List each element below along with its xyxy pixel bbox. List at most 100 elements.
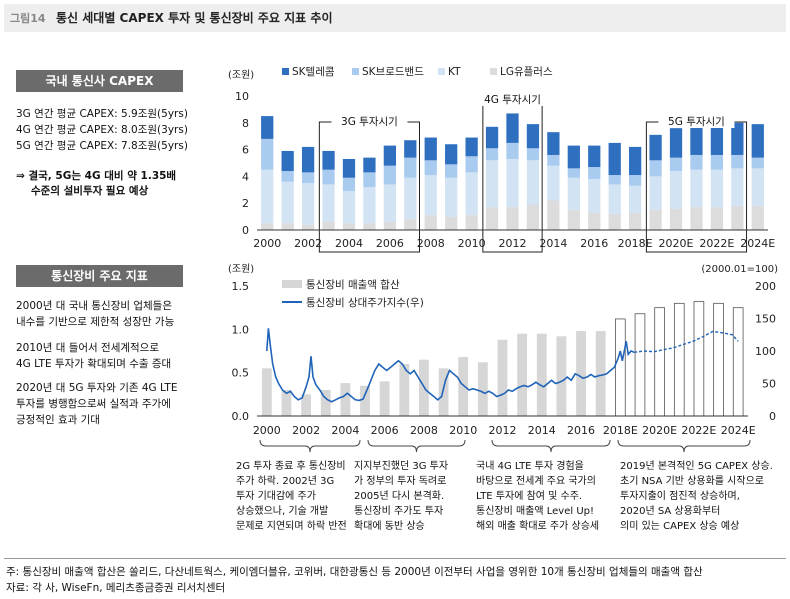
annotation-line: LTE 투자에 참여 및 수주. [476, 490, 582, 502]
legend-swatch [282, 68, 289, 75]
bar-segment [301, 146, 315, 173]
bar-segment [669, 171, 683, 209]
bar-segment [383, 184, 396, 222]
bar-segment [301, 183, 315, 225]
bar-segment [649, 134, 662, 161]
x-tick-label: 2016 [580, 237, 608, 250]
bar-segment [322, 150, 335, 170]
x-tick-label: 2006 [371, 424, 399, 437]
legend-entry-stock: 통신장비 상대주가지수(우) [306, 297, 424, 309]
bar-segment [669, 208, 683, 230]
bar-segment [506, 113, 519, 143]
revenue-bar [261, 368, 272, 416]
revenue-bar-forecast [673, 302, 685, 417]
y-tick-label: 4 [242, 170, 249, 183]
annotation-line: 초기 NSA 기반 상용화를 시작으로 [620, 475, 764, 487]
annotation-line: 주가 하락. 2002년 3G [236, 474, 334, 487]
bar-segment [342, 191, 356, 224]
x-tick-label: 2014 [539, 237, 567, 250]
bar-segment [731, 122, 744, 155]
bar-segment [485, 207, 499, 230]
equipment-revenue-stock-chart: 0.0 0.5 1.0 1.5 0 50 100 150 200 (조원) (2000.01=100… [228, 263, 778, 437]
bar-segment [363, 187, 376, 224]
y-right-tick-label: 50 [762, 378, 776, 391]
bar-segment [751, 205, 764, 230]
bar-segment [608, 184, 621, 214]
figure-title: 통신 세대별 CAPEX 투자 및 통신장비 주요 지표 추이 [56, 11, 333, 25]
equip-note-2010s-1: 2010년 대 들어서 전세계적으로 [16, 342, 159, 354]
legend-swatch-revenue [282, 280, 302, 288]
bar-segment [485, 148, 499, 161]
bar-segment [363, 223, 376, 230]
period-box-label: 3G 투자시기 [341, 116, 398, 128]
footer-note: 주: 통신장비 매출액 합산은 쏠리드, 다산네트웍스, 케이엠더블유, 코위버… [6, 566, 703, 578]
capex-note-4g: 4G 연간 평균 CAPEX: 8.0조원(3yrs) [16, 124, 188, 136]
bar-segment [669, 157, 683, 172]
bar-segment [301, 172, 315, 184]
bar-segment [424, 215, 437, 230]
bar-segment [731, 154, 744, 169]
bar-segment [567, 177, 580, 210]
y-left-tick-label: 1.0 [232, 323, 250, 336]
panel-label-equipment: 통신장비 주요 지표 [16, 265, 183, 287]
bar-segment [751, 168, 764, 206]
bar-segment [588, 145, 601, 168]
revenue-bar-forecast [693, 301, 705, 417]
revenue-bar [399, 364, 410, 416]
bar-segment [465, 156, 478, 173]
bar-segment [383, 165, 396, 185]
bar-segment [342, 223, 356, 230]
annotation-line: 투자 기대감에 주가 [236, 490, 316, 502]
annotation-line: 확대에 동반 상승 [354, 520, 425, 532]
x-tick-label: 2014 [528, 424, 556, 437]
bar-segment [506, 158, 519, 208]
capex-conclusion-2: 수준의 설비투자 필요 예상 [31, 185, 149, 197]
bar-segment [465, 137, 478, 157]
y-left-tick-label: 0.0 [232, 410, 250, 423]
equip-note-2010s-2: 4G LTE 투자가 확대되며 수출 증대 [16, 358, 172, 370]
y-tick-label: 10 [235, 90, 249, 103]
bar-segment [404, 157, 417, 178]
x-tick-label: 2010 [449, 424, 477, 437]
x-tick-label: 2020E [659, 237, 694, 250]
bar-segment [588, 179, 601, 213]
bar-segment [281, 150, 294, 172]
y-axis-label: (조원) [228, 69, 254, 81]
y-right-axis-label: (2000.01=100) [701, 264, 778, 275]
bar-segment [731, 168, 744, 206]
annotation-line: 가 정부의 투자 독려로 [354, 475, 446, 487]
x-tick-label: 2000 [253, 237, 281, 250]
legend-swatch [438, 68, 445, 75]
bar-segment [485, 126, 499, 149]
bar-segment [526, 148, 540, 161]
legend-entry: SK텔레콤 [292, 66, 335, 78]
x-tick-label: 2022E [681, 424, 716, 437]
stock-index-forecast-line [634, 330, 739, 353]
bar-segment [383, 145, 396, 166]
bar-segment [404, 177, 417, 220]
bar-segment [506, 142, 519, 159]
revenue-bar-forecast [713, 302, 724, 417]
y-tick-label: 8 [242, 117, 249, 130]
annotation-line: 2005년 다시 본격화. [354, 489, 444, 502]
bar-segment [710, 207, 724, 230]
footer-source: 자료: 각 사, WiseFn, 메리츠종금증권 리서치센터 [6, 582, 226, 594]
bar-segment [322, 169, 335, 185]
bar-segment [567, 145, 580, 169]
revenue-bar [281, 390, 292, 416]
revenue-bar [379, 381, 390, 416]
bar-segment [608, 142, 621, 176]
bar-segment [404, 140, 417, 158]
revenue-bar [536, 333, 547, 416]
revenue-bar [458, 357, 469, 416]
revenue-bar [497, 339, 508, 416]
bar-segment [649, 176, 662, 210]
period-box-label-bg [331, 114, 408, 128]
bar-segment [261, 138, 274, 170]
y-tick-label: 6 [242, 144, 249, 157]
revenue-bar [517, 333, 528, 416]
period-box-label: 4G 투자시기 [484, 94, 541, 106]
capex-conclusion-1: ⇒ 결국, 5G는 4G 대비 약 1.35배 [16, 170, 177, 182]
period-box-label-bg [658, 114, 735, 128]
